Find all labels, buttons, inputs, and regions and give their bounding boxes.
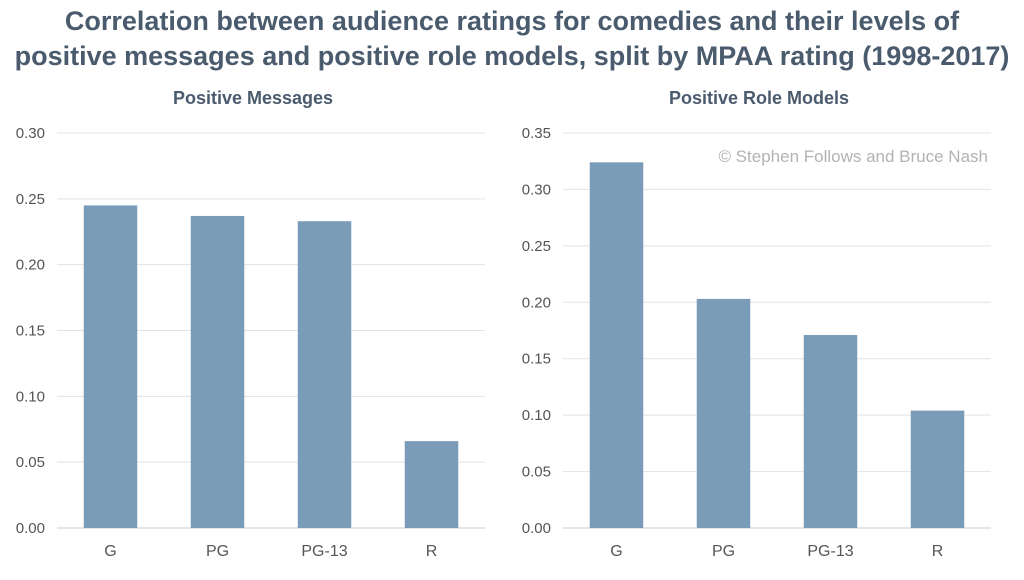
bar-g [589, 162, 644, 529]
y-tick-label: 0.20 [522, 294, 551, 311]
main-title-line-1: Correlation between audience ratings for… [64, 6, 960, 36]
x-tick-label: PG [712, 543, 735, 560]
bar-g [83, 205, 138, 528]
y-tick-label: 0.30 [16, 125, 45, 142]
bar-r [910, 410, 965, 528]
y-tick-label: 0.00 [16, 520, 45, 537]
x-tick-label: PG-13 [807, 543, 853, 560]
y-tick-label: 0.15 [522, 351, 551, 368]
y-tick-label: 0.30 [522, 181, 551, 198]
bar-pg-13 [297, 221, 352, 528]
y-tick-label: 0.10 [16, 388, 45, 405]
y-tick-label: 0.15 [16, 323, 45, 340]
chart-positive-role-models: 0.00 0.05 0.10 0.15 0.20 0.25 0.30 0.35 G PG PG-13… [522, 88, 991, 560]
chart-main-title: Correlation between audience ratings for… [0, 4, 1024, 74]
y-tick-label: 0.20 [16, 257, 45, 274]
main-title-line-2: positive messages and positive role mode… [14, 41, 1010, 71]
y-tick-label: 0.35 [522, 125, 551, 142]
x-tick-label: R [426, 543, 438, 560]
bar-pg-13 [803, 335, 858, 528]
x-tick-label: PG-13 [301, 543, 347, 560]
x-tick-label: G [104, 543, 116, 560]
y-tick-label: 0.25 [522, 238, 551, 255]
bar-pg [190, 215, 245, 528]
y-tick-label: 0.05 [522, 464, 551, 481]
chart-title: Positive Role Models [669, 88, 849, 108]
credit-watermark: © Stephen Follows and Bruce Nash [718, 147, 988, 166]
x-tick-label: G [610, 543, 622, 560]
x-tick-label: R [932, 543, 944, 560]
bar-pg [696, 298, 751, 528]
bar-r [404, 441, 459, 528]
y-tick-label: 0.10 [522, 407, 551, 424]
y-tick-label: 0.00 [522, 520, 551, 537]
chart-title: Positive Messages [173, 88, 333, 108]
x-tick-label: PG [206, 543, 229, 560]
y-tick-label: 0.05 [16, 454, 45, 471]
chart-positive-messages: 0.00 0.05 0.10 0.15 0.20 0.25 0.30 G PG PG-13 R Pos… [16, 88, 485, 560]
y-tick-label: 0.25 [16, 191, 45, 208]
